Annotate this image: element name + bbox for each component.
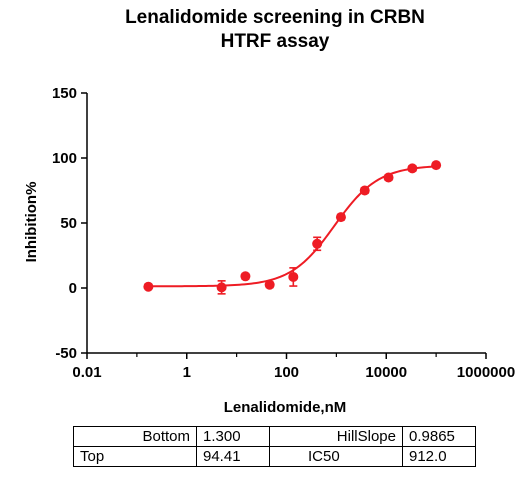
x-tick-label: 1000000 [457, 364, 515, 381]
x-tick-label: 100 [274, 364, 299, 381]
y-tick-label: 150 [52, 85, 77, 102]
data-point [216, 282, 227, 293]
y-tick-label: 100 [52, 150, 77, 167]
y-tick-label: -50 [55, 345, 77, 362]
param-name-cell: Top [73, 446, 197, 467]
data-point [312, 238, 323, 249]
data-point [359, 185, 370, 196]
data-point [264, 279, 275, 290]
data-point [335, 212, 346, 223]
x-tick-label: 10000 [365, 364, 407, 381]
fit-parameters-table: Bottom 1.300 HillSlope 0.9865 Top 94.41 … [73, 426, 476, 467]
chart-title-line-2: HTRF assay [220, 31, 330, 52]
chart-title: Lenalidomide screening in CRBN HTRF assa… [40, 6, 510, 54]
data-point [143, 281, 154, 292]
data-point [383, 172, 394, 183]
param-value-cell: 912.0 [402, 446, 476, 467]
data-point [288, 271, 299, 282]
data-points-layer [143, 160, 442, 295]
y-axis-label: Inhibition% [23, 182, 40, 263]
data-point [431, 160, 442, 171]
param-value-cell: 0.9865 [402, 426, 476, 447]
x-tick-label: 0.01 [72, 364, 101, 381]
y-tick-label: 0 [69, 280, 77, 297]
param-name-cell: HillSlope [269, 426, 403, 447]
param-value-cell: 94.41 [196, 446, 270, 467]
params-row: Top 94.41 IC50 912.0 [73, 446, 476, 467]
param-name-cell: IC50 [269, 446, 403, 467]
axes: -50 0 50 100 150 0.01 1 100 10000 1000000 [52, 85, 515, 381]
chart-title-line-1: Lenalidomide screening in CRBN [125, 7, 425, 28]
param-name-cell: Bottom [73, 426, 197, 447]
y-tick-label: 50 [60, 215, 77, 232]
data-point [240, 271, 251, 282]
x-tick-label: 1 [183, 364, 191, 381]
data-point [407, 163, 418, 174]
param-value-cell: 1.300 [196, 426, 270, 447]
x-axis-label: Lenalidomide,nM [224, 399, 347, 416]
params-row: Bottom 1.300 HillSlope 0.9865 [73, 426, 476, 447]
dose-response-chart: -50 0 50 100 150 0.01 1 100 10000 1000000 Lenalid… [23, 85, 515, 416]
